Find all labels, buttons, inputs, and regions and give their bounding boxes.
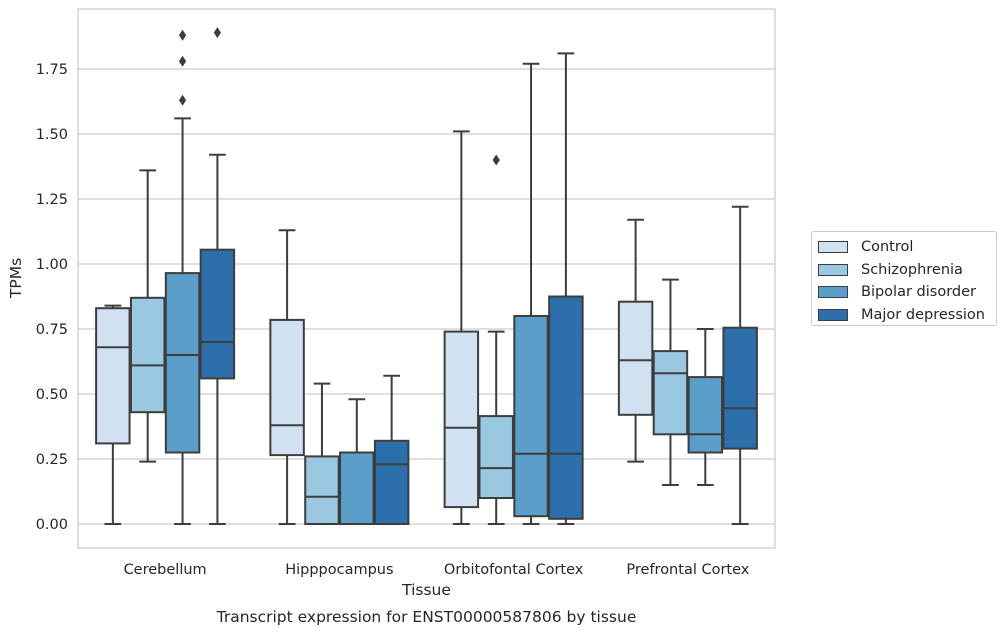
box-1-0 xyxy=(269,229,305,525)
legend-swatch xyxy=(818,263,848,276)
box-3-3 xyxy=(722,205,758,525)
box-body xyxy=(513,315,549,518)
legend-label: Control xyxy=(861,239,914,256)
legend-label: Bipolar disorder xyxy=(861,284,976,301)
box-2-1 xyxy=(478,154,514,525)
outlier-marker xyxy=(178,55,187,67)
x-tick-label: Cerebellum xyxy=(124,562,207,578)
box-0-2 xyxy=(164,29,201,525)
box-body xyxy=(339,451,375,525)
box-body xyxy=(129,296,166,414)
boxes-layer xyxy=(95,27,758,525)
outlier-marker xyxy=(178,94,187,106)
plot-frame xyxy=(77,8,776,549)
box-body xyxy=(443,330,480,509)
y-tick-label: 0.50 xyxy=(36,387,68,403)
legend-item: Bipolar disorder xyxy=(818,281,996,304)
x-tick-labels: Cerebellum Hipppocampus Orbitofontal Corte… xyxy=(124,562,750,578)
box-body xyxy=(687,376,724,454)
y-tick-label: 1.50 xyxy=(36,127,68,143)
box-2-2 xyxy=(513,62,549,525)
box-2-0 xyxy=(443,130,480,525)
legend-label: Schizophrenia xyxy=(861,261,963,278)
y-tick-label: 0.75 xyxy=(36,322,68,338)
box-body xyxy=(269,318,305,457)
box-3-2 xyxy=(687,328,724,486)
box-1-3 xyxy=(373,374,410,525)
x-tick-label: Hipppocampus xyxy=(285,562,393,578)
box-0-1 xyxy=(129,169,166,463)
box-body xyxy=(373,439,410,525)
y-tick-label: 1.75 xyxy=(36,62,68,78)
outlier-marker xyxy=(178,29,187,41)
y-tick-label: 1.25 xyxy=(36,192,68,208)
box-body xyxy=(548,295,584,520)
box-0-0 xyxy=(95,304,131,525)
box-3-1 xyxy=(652,278,689,486)
box-2-3 xyxy=(548,52,584,525)
legend-item: Major depression xyxy=(818,304,996,327)
box-body xyxy=(617,300,654,416)
box-body xyxy=(478,415,514,500)
legend-swatch xyxy=(818,241,848,254)
outlier-marker xyxy=(213,27,221,39)
box-body xyxy=(722,326,758,450)
box-body xyxy=(95,307,131,445)
box-body xyxy=(199,248,236,380)
box-body xyxy=(164,272,201,454)
legend-label: Major depression xyxy=(861,306,985,323)
box-body xyxy=(304,455,340,525)
x-axis-label: Tissue xyxy=(401,581,451,599)
y-axis-label: TPMs xyxy=(7,258,25,299)
y-tick-labels: 0.00 0.25 0.50 0.75 1.00 1.25 1.50 1.75 xyxy=(36,62,68,533)
chart-caption: Transcript expression for ENST0000058780… xyxy=(216,608,637,626)
box-1-1 xyxy=(304,382,340,525)
x-tick-label: Orbitofontal Cortex xyxy=(444,562,584,578)
outlier-marker xyxy=(492,154,500,166)
x-tick-label: Prefrontal Cortex xyxy=(626,562,749,578)
box-0-3 xyxy=(199,27,236,525)
legend-item: Schizophrenia xyxy=(818,259,996,282)
legend-swatch xyxy=(818,286,848,299)
y-tick-label: 0.25 xyxy=(36,452,68,468)
legend-swatch xyxy=(818,308,848,321)
legend: Control Schizophrenia Bipolar disorder Majo… xyxy=(811,231,997,326)
box-3-0 xyxy=(617,218,654,463)
legend-item: Control xyxy=(818,236,996,259)
y-tick-label: 1.00 xyxy=(36,257,68,273)
y-tick-label: 0.00 xyxy=(36,517,68,533)
box-1-2 xyxy=(339,398,375,525)
box-body xyxy=(652,350,689,436)
